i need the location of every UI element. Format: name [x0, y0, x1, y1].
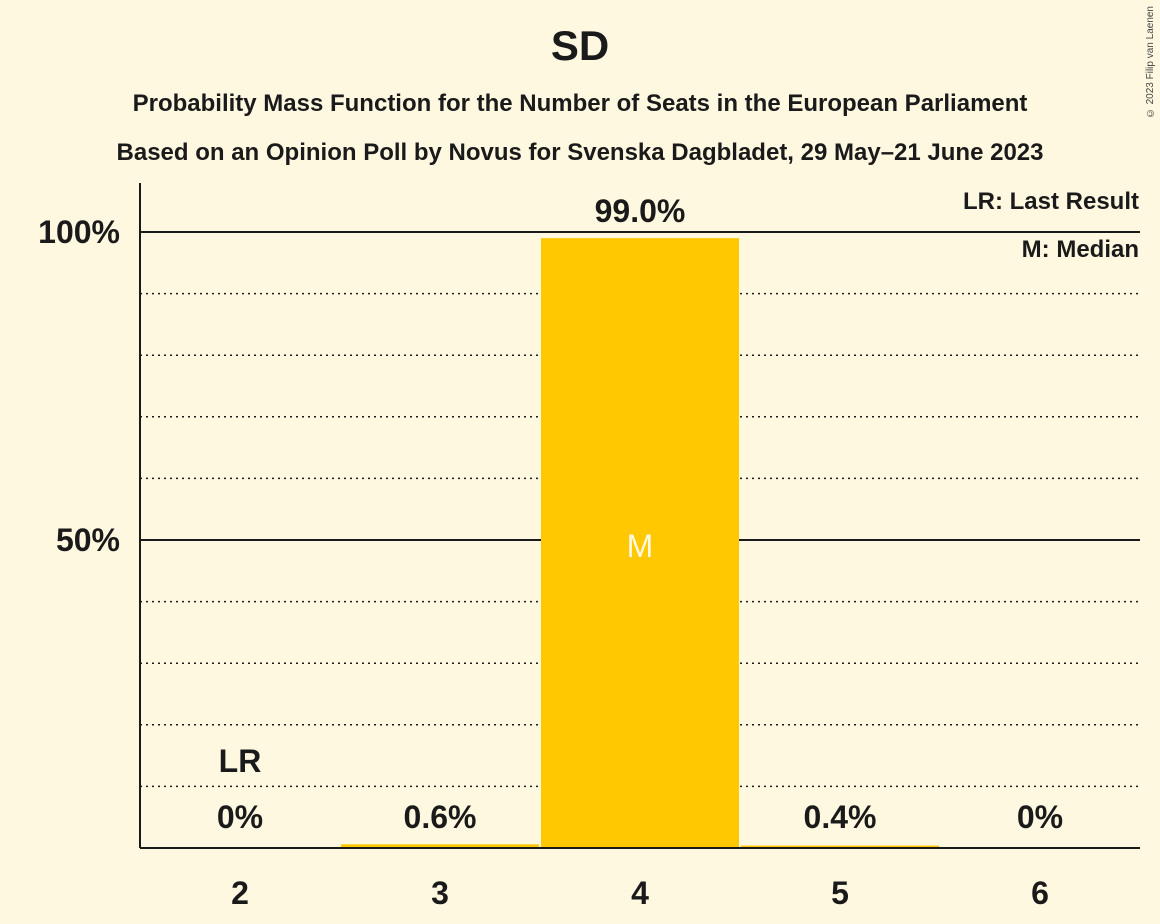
data-label: 0.4%	[804, 799, 877, 835]
x-tick-label: 2	[231, 875, 249, 911]
x-tick-label: 5	[831, 875, 849, 911]
data-label: 0%	[217, 799, 263, 835]
chart-title: SD	[550, 22, 610, 69]
chart-subtitle-line2: Based on an Opinion Poll by Novus for Sv…	[116, 139, 1044, 166]
data-label: 0%	[1017, 799, 1063, 835]
x-tick-label: 6	[1031, 875, 1049, 911]
x-tick-label: 4	[631, 875, 649, 911]
data-label: 0.6%	[404, 799, 477, 835]
y-tick-label: 50%	[56, 522, 120, 558]
chart-subtitle-line1: Probability Mass Function for the Number…	[132, 90, 1028, 117]
legend-entry: M: Median	[1022, 236, 1139, 263]
bar	[341, 844, 539, 848]
last-result-marker: LR	[219, 743, 262, 779]
bar	[741, 845, 939, 848]
legend-entry: LR: Last Result	[963, 188, 1139, 215]
median-marker: M	[627, 528, 654, 564]
x-tick-label: 3	[431, 875, 449, 911]
data-label: 99.0%	[595, 193, 686, 229]
y-tick-label: 100%	[38, 214, 120, 250]
bar	[541, 238, 739, 848]
